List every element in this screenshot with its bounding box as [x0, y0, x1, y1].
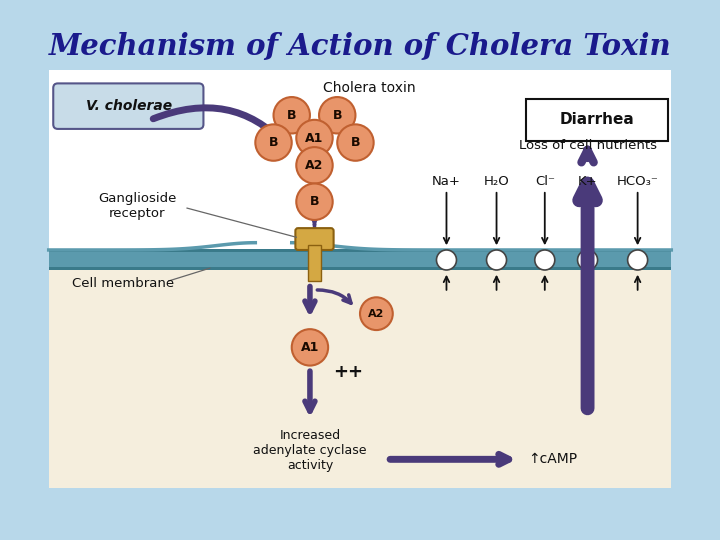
Circle shape — [628, 250, 647, 270]
Text: ++: ++ — [333, 363, 363, 381]
Circle shape — [297, 147, 333, 184]
Bar — [49, 70, 671, 250]
FancyBboxPatch shape — [526, 99, 667, 141]
Text: Na+: Na+ — [432, 175, 461, 188]
Bar — [49, 56, 671, 489]
Bar — [308, 245, 321, 281]
Circle shape — [319, 97, 356, 133]
Circle shape — [535, 250, 555, 270]
Circle shape — [577, 250, 598, 270]
Circle shape — [436, 250, 456, 270]
Circle shape — [337, 124, 374, 161]
FancyBboxPatch shape — [295, 228, 333, 250]
Circle shape — [297, 184, 333, 220]
Text: B: B — [269, 136, 278, 149]
Text: Loss of cell nutrients: Loss of cell nutrients — [518, 139, 657, 152]
Circle shape — [274, 97, 310, 133]
Text: B: B — [310, 195, 319, 208]
Text: ↑cAMP: ↑cAMP — [528, 453, 577, 467]
Bar — [32, 24, 688, 70]
Bar — [49, 270, 671, 489]
Text: Mechanism of Action of Cholera Toxin: Mechanism of Action of Cholera Toxin — [49, 32, 671, 62]
FancyBboxPatch shape — [53, 83, 204, 129]
Text: H₂O: H₂O — [484, 175, 510, 188]
Text: B: B — [287, 109, 297, 122]
Bar — [49, 267, 671, 270]
Text: A1: A1 — [301, 341, 319, 354]
Bar — [49, 250, 671, 270]
Text: Increased
adenylate cyclase
activity: Increased adenylate cyclase activity — [253, 429, 366, 472]
Text: B: B — [351, 136, 360, 149]
Circle shape — [292, 329, 328, 366]
Circle shape — [487, 250, 507, 270]
Text: V. cholerae: V. cholerae — [86, 99, 172, 113]
Text: A2: A2 — [368, 309, 384, 319]
Circle shape — [360, 298, 393, 330]
Text: Diarrhea: Diarrhea — [559, 112, 634, 127]
Text: Cell membrane: Cell membrane — [72, 277, 174, 290]
Circle shape — [297, 120, 333, 156]
Bar — [49, 249, 671, 252]
Text: A2: A2 — [305, 159, 324, 172]
Text: A1: A1 — [305, 132, 324, 145]
Text: Cl⁻: Cl⁻ — [535, 175, 555, 188]
Circle shape — [256, 124, 292, 161]
Text: Cholera toxin: Cholera toxin — [323, 81, 415, 95]
Text: K+: K+ — [577, 175, 598, 188]
Text: Ganglioside
receptor: Ganglioside receptor — [98, 192, 176, 220]
Text: HCO₃⁻: HCO₃⁻ — [617, 175, 659, 188]
Text: B: B — [333, 109, 342, 122]
